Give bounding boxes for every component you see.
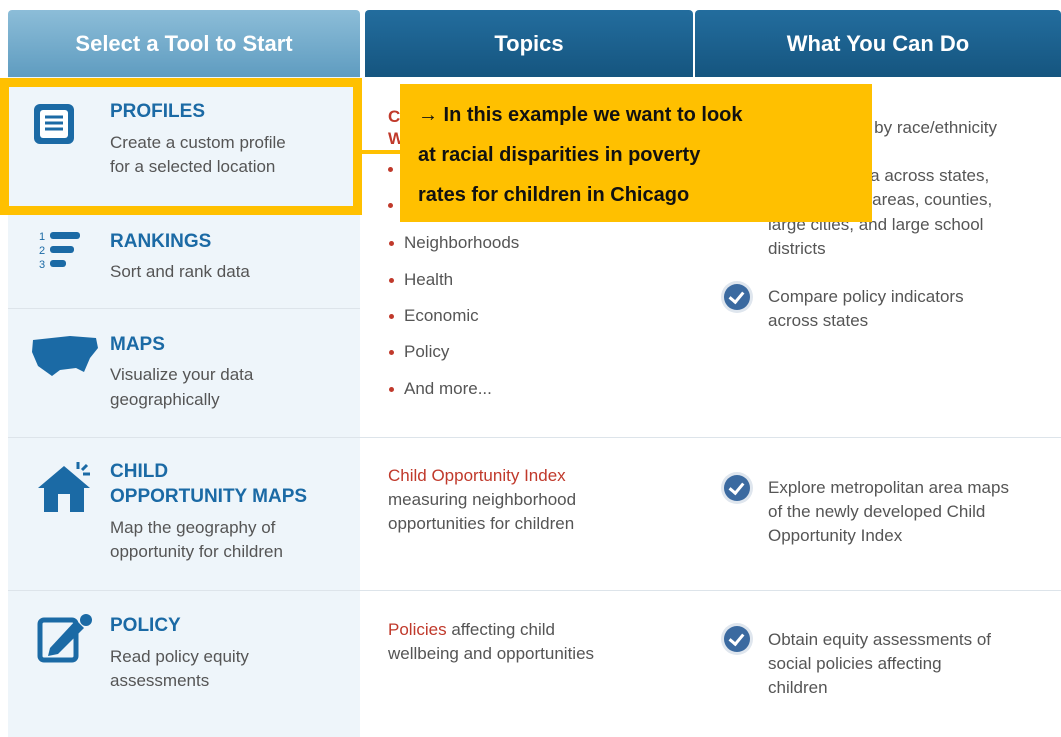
topic-link[interactable]: Policies (388, 620, 447, 639)
action-fragment: ata across states, (856, 166, 990, 185)
action-fragment: a by race/ethnicity (860, 118, 998, 137)
action-fragment: n areas, counties, (858, 190, 993, 209)
tool-desc: Read policy equity (110, 647, 249, 666)
svg-text:1: 1 (39, 231, 45, 243)
action-text: social policies affecting (768, 654, 942, 673)
action-text: children (768, 678, 828, 697)
tab[interactable]: What You Can Do (695, 10, 1061, 77)
callout-text: rates for children in Chicago (418, 184, 690, 206)
topic-bullet: Economic (389, 304, 479, 328)
divider (8, 308, 360, 309)
child-maps-icon (38, 462, 90, 512)
callout-text: at racial disparities in poverty (418, 144, 701, 166)
bullet-dot (388, 203, 393, 208)
topic-link[interactable]: Child Opportunity Index (388, 466, 566, 485)
profiles-icon (34, 104, 74, 144)
maps-icon (32, 336, 98, 376)
connector (362, 150, 402, 154)
topic-bullet: Policy (388, 340, 449, 364)
topic-line: Policies affecting child (388, 618, 555, 642)
tool-desc: for a selected location (110, 157, 276, 176)
tool-title[interactable]: MAPS (110, 334, 165, 355)
topic-fragment: C (388, 107, 401, 126)
topic-text: measuring neighborhood (388, 490, 577, 509)
callout-text: → In this example we want to look (418, 104, 743, 126)
tool-title[interactable]: PROFILES (110, 101, 206, 122)
tool-title[interactable]: POLICY (110, 615, 181, 636)
policy-icon (37, 614, 92, 663)
tool-desc: Map the geography of (110, 518, 276, 537)
tab[interactable]: Select a Tool to Start (8, 10, 360, 77)
topic-text: wellbeing and opportunities (388, 644, 595, 663)
tool-desc: geographically (110, 390, 220, 409)
tools-column (8, 77, 360, 737)
rankings-icon: 1 2 3 (39, 231, 80, 271)
action-text: districts (768, 239, 826, 258)
check-icon (724, 475, 750, 501)
action-text: Compare policy indicators (768, 287, 964, 306)
svg-text:3: 3 (39, 259, 45, 271)
highlight-box (0, 78, 362, 215)
topic-bullet: And more... (389, 377, 492, 401)
topic-bullet: Health (388, 268, 453, 292)
topic-text: opportunities for children (388, 514, 575, 533)
action-text: Opportunity Index (768, 526, 903, 545)
action-text: Obtain equity assessments of (768, 630, 992, 649)
tool-desc: Sort and rank data (110, 262, 250, 281)
bullet-dot (388, 167, 393, 172)
check-icon (724, 284, 750, 310)
action-text: of the newly developed Child (768, 502, 986, 521)
tool-title[interactable]: RANKINGS (110, 231, 212, 252)
svg-text:2: 2 (39, 245, 45, 257)
tool-title[interactable]: OPPORTUNITY MAPS (110, 486, 308, 507)
tool-desc: opportunity for children (110, 542, 283, 561)
divider (8, 590, 1061, 591)
check-icon (724, 626, 750, 652)
divider (8, 437, 1061, 438)
action-text: across states (768, 311, 869, 330)
tool-desc: Visualize your data (110, 365, 254, 384)
callout-box (400, 84, 872, 222)
tool-title[interactable]: CHILD (110, 461, 169, 482)
tool-desc: assessments (110, 671, 210, 690)
topic-bullet: Neighborhoods (388, 231, 519, 255)
topic-text: affecting child (446, 620, 555, 639)
action-text: Explore metropolitan area maps (768, 478, 1009, 497)
tool-desc: Create a custom profile (110, 133, 286, 152)
tab[interactable]: Topics (365, 10, 693, 77)
